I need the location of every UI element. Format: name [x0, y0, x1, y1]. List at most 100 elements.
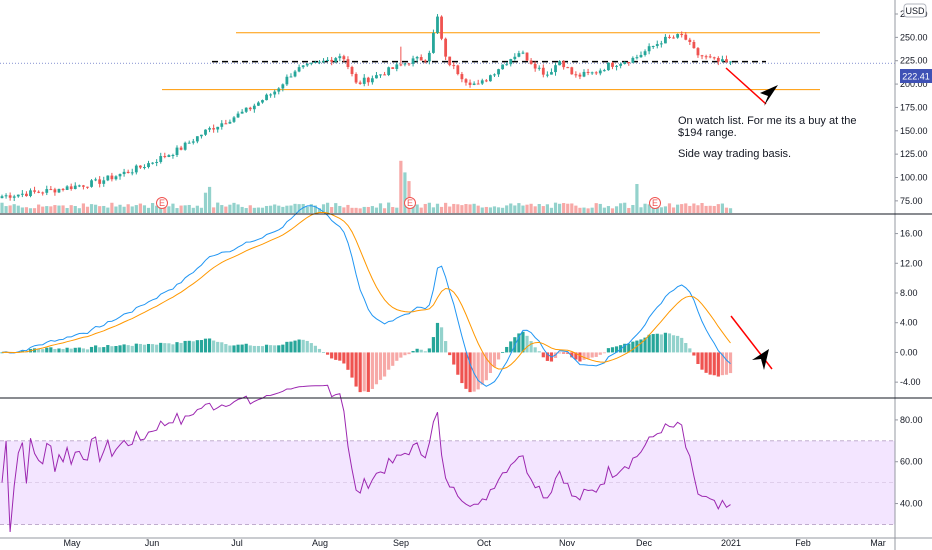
x-tick-label: Feb [795, 538, 811, 548]
candle-body [204, 129, 207, 135]
macd-histogram-bar [570, 352, 574, 358]
macd-histogram-bar [252, 345, 256, 353]
volume-bar [663, 206, 668, 213]
volume-bar [32, 208, 37, 213]
volume-bar [659, 207, 663, 213]
y-tick-label: 60.00 [900, 457, 923, 467]
x-tick-label: Nov [559, 538, 576, 548]
candle-body [49, 189, 53, 191]
candle-body [326, 59, 329, 62]
macd-histogram-bar [631, 341, 635, 353]
volume-bar [45, 206, 49, 213]
macd-histogram-bar [557, 352, 562, 354]
volume-bar [387, 202, 391, 213]
volume-bar [277, 205, 281, 213]
macd-histogram-bar [65, 347, 69, 353]
volume-bar [358, 208, 362, 213]
earnings-marker[interactable]: E [156, 197, 168, 209]
macd-histogram-bar [224, 344, 228, 353]
earnings-marker[interactable]: E [649, 197, 661, 209]
candle-body [411, 58, 415, 64]
candle-body [289, 76, 293, 78]
candle-body [37, 191, 41, 193]
currency-badge[interactable]: USD [903, 3, 927, 18]
macd-histogram-bar [692, 352, 696, 356]
candle-body [33, 190, 36, 192]
macd-histogram-bar [317, 348, 322, 353]
macd-histogram-bar [448, 352, 452, 356]
y-tick-label: 12.00 [900, 258, 923, 268]
volume-bar [65, 208, 69, 213]
macd-histogram-bar [110, 346, 114, 353]
candle-body [236, 113, 240, 118]
macd-histogram-bar [439, 327, 444, 353]
volume-bar [98, 206, 102, 213]
macd-histogram-bar [191, 341, 195, 353]
macd-histogram-bar [338, 352, 342, 361]
volume-bar [28, 208, 33, 213]
volume-bar [529, 203, 533, 213]
macd-histogram-bar [94, 345, 98, 353]
candle-body [370, 78, 374, 83]
macd-histogram-bar [496, 352, 501, 360]
candle-body [668, 36, 671, 38]
candle-body [712, 57, 716, 59]
candle-body [578, 74, 582, 77]
volume-bar [89, 204, 94, 213]
y-tick-label: 80.00 [900, 415, 923, 425]
candle-body [147, 163, 150, 168]
macd-histogram-bar [370, 352, 374, 389]
candle-body [232, 117, 236, 122]
macd-histogram-bar [643, 337, 647, 353]
macd-histogram-bar [330, 352, 334, 359]
macd-panel[interactable] [0, 205, 733, 393]
candle-body [342, 56, 346, 60]
macd-histogram-bar [639, 339, 643, 353]
last-price-label: 222.41 [902, 72, 930, 82]
volume-bar [692, 203, 696, 213]
candle-body [468, 82, 472, 85]
candle-body [395, 64, 399, 69]
volume-bar [468, 204, 472, 213]
candle-body [269, 94, 273, 96]
volume-bar [553, 202, 558, 213]
volume-bar [175, 208, 179, 213]
candle-body [90, 180, 93, 187]
y-tick-label: 175.00 [900, 102, 928, 112]
candle-body [366, 77, 370, 83]
rsi-panel[interactable] [0, 384, 895, 533]
candle-body [45, 189, 49, 193]
candle-body [456, 65, 460, 75]
volume-bar [696, 205, 700, 213]
macd-histogram-bar [77, 347, 81, 353]
volume-bar [146, 207, 151, 213]
volume-bar [138, 203, 142, 213]
candle-body [281, 84, 285, 89]
macd-histogram-bar [354, 352, 358, 387]
candle-body [631, 57, 635, 63]
candle-body [562, 61, 566, 68]
macd-histogram-bar [480, 352, 484, 385]
macd-histogram-bar [708, 352, 712, 375]
candle-body [122, 171, 126, 175]
macd-histogram-bar [61, 348, 65, 353]
candle-body [130, 172, 134, 174]
volume-bar [163, 206, 167, 213]
volume-bar [203, 192, 208, 213]
volume-bar [537, 203, 541, 213]
candle-body [602, 70, 606, 72]
price-candles [0, 14, 732, 202]
candle-body [403, 63, 407, 65]
candle-body [330, 59, 334, 62]
y-tick-label: 225.00 [900, 56, 928, 66]
earnings-marker[interactable]: E [404, 197, 416, 209]
volume-bar [431, 207, 436, 213]
volume-bar [334, 203, 338, 213]
macd-histogram-bar [301, 339, 305, 353]
macd-histogram-bar [350, 352, 354, 378]
macd-histogram-bar [199, 340, 204, 353]
macd-histogram-bar [305, 340, 309, 353]
